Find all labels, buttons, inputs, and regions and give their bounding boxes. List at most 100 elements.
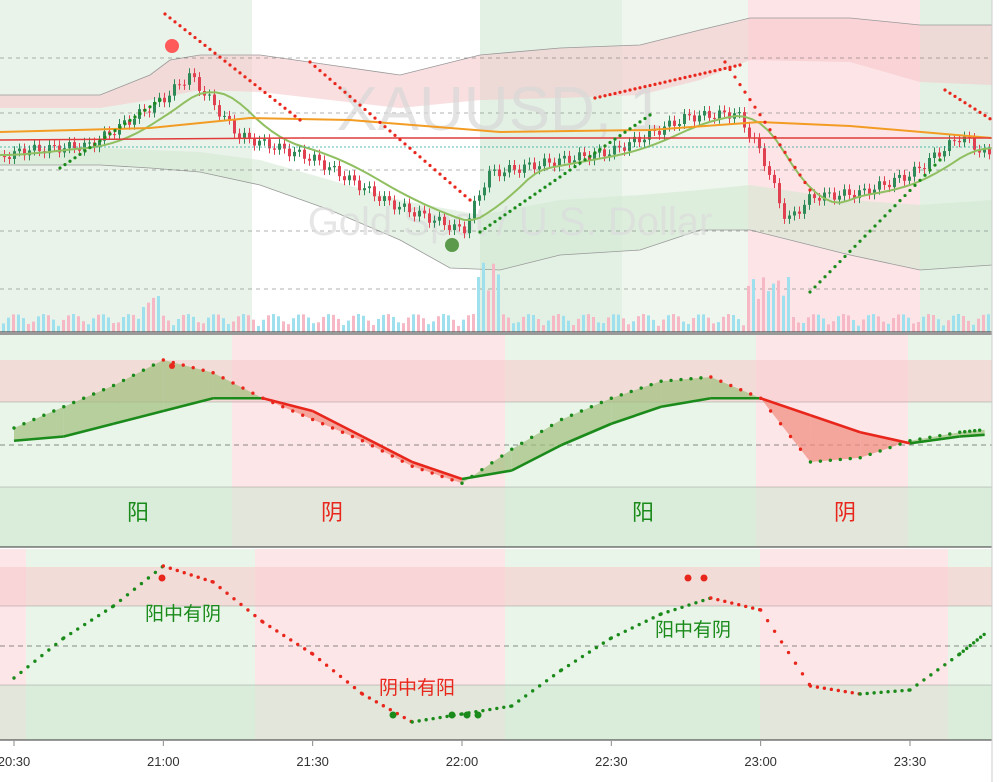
candle-body (173, 84, 176, 96)
detail-value-dot (929, 673, 933, 677)
candle-body (898, 174, 901, 178)
volume-bar (47, 315, 50, 332)
detail-value-dot (289, 638, 293, 642)
candle-body (358, 180, 361, 191)
candle-body (678, 123, 681, 126)
sar-dot-red (773, 135, 777, 139)
osc-signal-line (411, 460, 463, 481)
volume-bar (262, 319, 265, 332)
osc-signal-line (163, 396, 214, 413)
detail-value-dot (975, 638, 979, 642)
osc-value-dot (231, 381, 235, 385)
volume-bar (592, 316, 595, 332)
candle-body (648, 129, 651, 140)
sar-dot-green (628, 127, 632, 131)
candle-body (473, 200, 476, 219)
osc-value-dot (121, 378, 126, 383)
candle-body (198, 77, 201, 91)
osc-signal-line (859, 430, 911, 445)
volume-bar (852, 319, 855, 332)
sar-dot-green (908, 188, 912, 193)
detail-value-dot (865, 691, 869, 696)
detail-value-dot (96, 613, 101, 618)
volume-bar (67, 315, 70, 332)
sar-dot-green (888, 209, 892, 213)
candle-body (908, 176, 911, 181)
detail-value-dot (62, 636, 66, 640)
detail-value-dot (69, 631, 73, 636)
detail-value-dot (772, 629, 777, 633)
detail-bottom-dot (463, 711, 471, 719)
osc-signal-line (610, 405, 662, 425)
zone-label: 阳 (127, 501, 149, 526)
sar-dot-red (638, 86, 642, 90)
sar-dot-red (448, 181, 452, 185)
volume-bar (432, 321, 435, 332)
candle-body (873, 189, 876, 195)
osc-peak-dot (169, 363, 175, 369)
candle-body (343, 176, 346, 181)
detail-value-dot (488, 707, 492, 712)
candle-body (48, 145, 51, 154)
candle-body (348, 175, 351, 181)
sar-dot-red (753, 105, 757, 109)
volume-bar (142, 306, 145, 332)
volume-bar (467, 315, 470, 332)
volume-bar (587, 314, 590, 332)
volume-bar (707, 317, 710, 332)
detail-value-dot (367, 696, 372, 700)
candle-body (253, 138, 256, 146)
detail-value-dot (118, 598, 123, 603)
candle-body (583, 152, 586, 156)
detail-value-dot (829, 687, 834, 692)
candle-body (913, 166, 916, 177)
candle-body (383, 196, 386, 201)
candle-body (33, 144, 36, 151)
sar-dot-red (253, 83, 257, 87)
volume-bar (562, 315, 565, 332)
candle-body (868, 188, 871, 195)
candle-body (628, 142, 631, 151)
detail-value-dot (758, 608, 763, 612)
sar-dot-red (183, 28, 187, 32)
price-pane: XAUUSD, 1 Gold Spot / U.S. Dollar (0, 0, 993, 333)
candle-body (718, 110, 721, 119)
osc-signal-line (13, 435, 64, 443)
volume-bar (192, 316, 195, 332)
detail-value-dot (943, 663, 947, 667)
detail-value-dot (12, 676, 16, 680)
candle-body (738, 112, 741, 114)
volume-bar (877, 316, 880, 332)
candle-body (238, 133, 241, 139)
volume-bar (727, 314, 730, 332)
volume-bar (697, 314, 700, 332)
osc-value-dot (579, 409, 584, 413)
volume-bar (972, 324, 975, 332)
osc-value-dot (739, 388, 743, 392)
sar-dot-red (733, 64, 737, 68)
volume-bar (542, 325, 545, 332)
volume-bar (137, 318, 140, 332)
detail-value-dot (808, 684, 813, 688)
candle-body (428, 213, 431, 223)
osc-value-dot (778, 422, 783, 426)
volume-bar (407, 317, 410, 332)
candle-body (113, 134, 116, 136)
candle-body (903, 174, 906, 181)
detail-value-dot (189, 573, 193, 577)
candle-body (728, 112, 731, 119)
annotation-label: 阳中有阴 (655, 619, 731, 641)
candle-body (828, 192, 831, 194)
volume-bar (847, 315, 850, 332)
volume-bar (237, 316, 240, 332)
detail-value-dot (716, 597, 720, 602)
volume-bar (802, 322, 805, 332)
candle-body (193, 73, 196, 78)
volume-bar (187, 314, 190, 332)
sar-dot-red (723, 60, 727, 64)
volume-bar (897, 314, 900, 332)
volume-bar (902, 314, 905, 332)
osc-value-dot (42, 413, 46, 417)
volume-bar (392, 316, 395, 332)
osc-value-dot (808, 460, 813, 464)
